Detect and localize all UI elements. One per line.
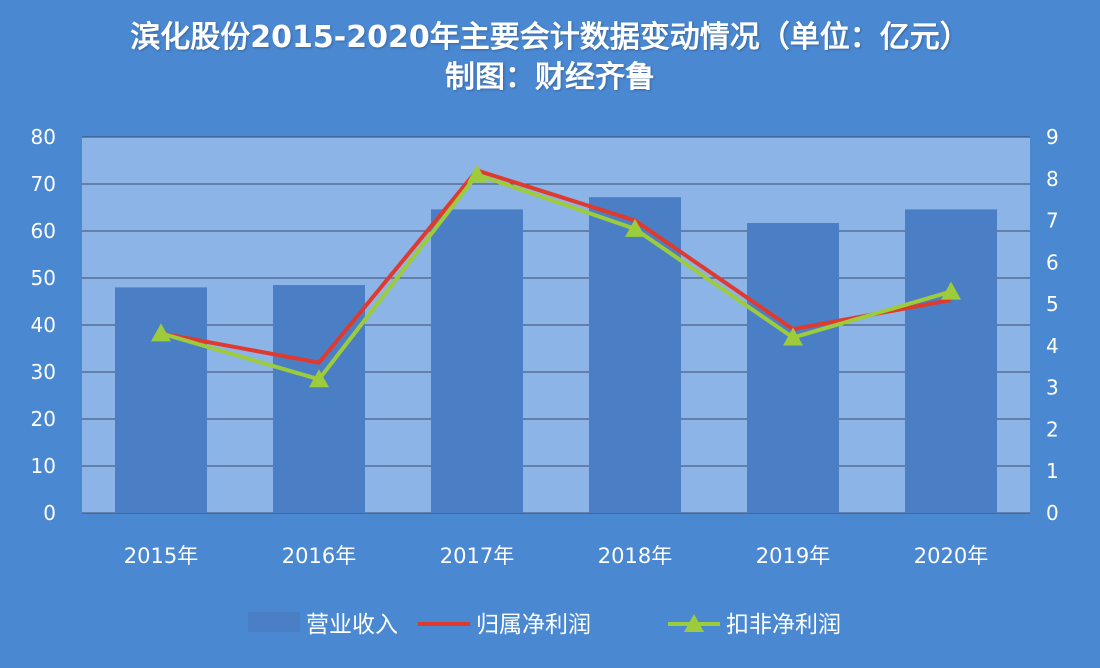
series-point-triangle: [151, 323, 171, 342]
bar: [115, 287, 207, 513]
y-left-tick-label: 10: [31, 454, 56, 478]
bar: [431, 209, 523, 513]
y-right-tick-label: 6: [1046, 250, 1059, 274]
y-left-tick-label: 60: [31, 219, 56, 243]
chart-title-line1: 滨化股份2015-2020年主要会计数据变动情况（单位：亿元）: [130, 20, 970, 55]
series-point-triangle: [309, 369, 329, 388]
chart-title-line2: 制图：财经齐鲁: [445, 60, 655, 95]
y-right-tick-label: 4: [1046, 334, 1059, 358]
legend-label: 营业收入: [306, 612, 398, 638]
bar: [273, 285, 365, 513]
y-left-tick-label: 50: [31, 266, 56, 290]
y-left-tick-label: 30: [31, 360, 56, 384]
series-point-triangle: [783, 327, 803, 346]
y-left-tick-label: 40: [31, 313, 56, 337]
legend-swatch-triangle: [684, 614, 704, 632]
x-tick-label: 2017年: [440, 544, 514, 568]
bar: [905, 209, 997, 513]
y-right-tick-label: 8: [1046, 167, 1059, 191]
y-right-tick-label: 1: [1046, 459, 1059, 483]
legend-label: 归属净利润: [476, 612, 591, 638]
y-right-tick-label: 0: [1046, 501, 1059, 525]
series-point-triangle: [625, 218, 645, 237]
y-left-tick-label: 0: [43, 501, 56, 525]
chart-title: 滨化股份2015-2020年主要会计数据变动情况（单位：亿元） 制图：财经齐鲁: [0, 18, 1100, 98]
x-tick-label: 2016年: [282, 544, 356, 568]
y-right-tick-label: 2: [1046, 417, 1059, 441]
x-tick-label: 2015年: [124, 544, 198, 568]
series-point-triangle: [467, 164, 487, 183]
y-left-tick-label: 70: [31, 172, 56, 196]
series-line: [160, 172, 952, 382]
bar: [747, 223, 839, 513]
y-right-tick-label: 3: [1046, 376, 1059, 400]
legend-label: 扣非净利润: [726, 612, 841, 638]
y-left-tick-label: 80: [31, 125, 56, 149]
y-right-tick-label: 5: [1046, 292, 1059, 316]
x-tick-label: 2020年: [914, 544, 988, 568]
y-right-tick-label: 7: [1046, 209, 1059, 233]
x-tick-label: 2018年: [598, 544, 672, 568]
legend-swatch-bar: [248, 612, 300, 632]
series-point-triangle: [941, 281, 961, 300]
series-line: [160, 168, 952, 365]
y-right-tick-label: 9: [1046, 125, 1059, 149]
x-tick-label: 2019年: [756, 544, 830, 568]
y-left-tick-label: 20: [31, 407, 56, 431]
